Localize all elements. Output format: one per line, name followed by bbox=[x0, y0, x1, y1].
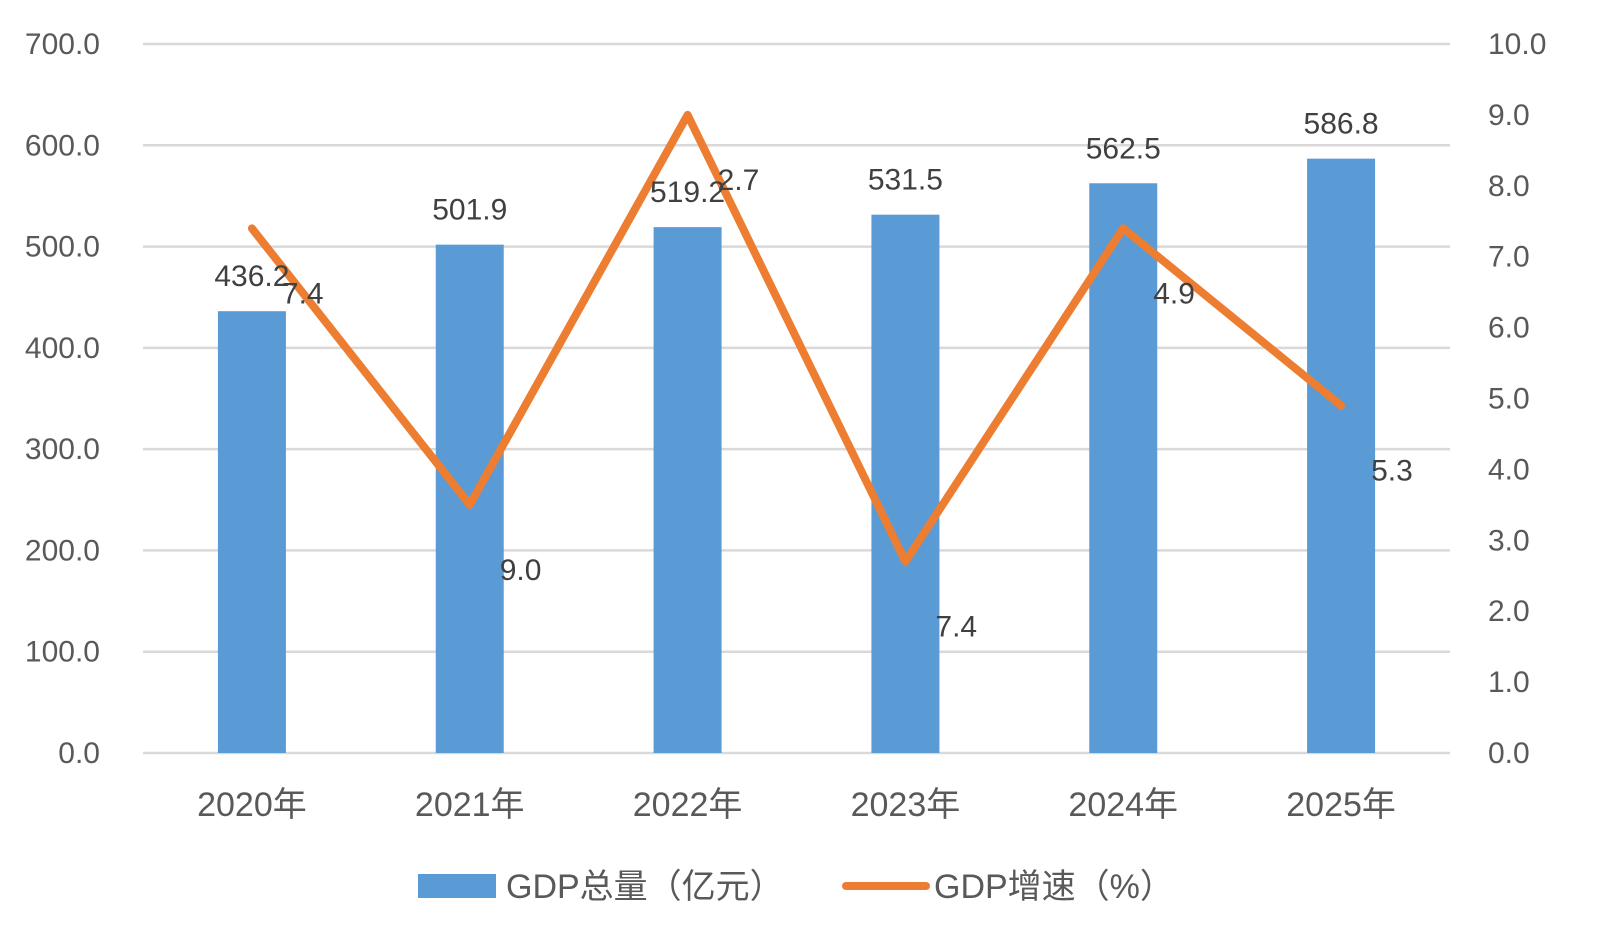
legend: GDP总量（亿元） GDP增速（%） bbox=[418, 868, 1174, 906]
x-tick-label: 2024年 bbox=[1068, 786, 1178, 824]
y-right-tick-label: 5.0 bbox=[1488, 383, 1530, 416]
data-labels: 436.2 501.9 519.2 531.5 562.5 586.8 7.4 9.0 2.7 7… bbox=[214, 108, 1412, 644]
x-tick-label: 2021年 bbox=[415, 786, 525, 824]
y-right-tick-label: 10.0 bbox=[1488, 28, 1546, 61]
bar-data-label: 586.8 bbox=[1304, 108, 1379, 141]
y-axis-left: 0.0 100.0 200.0 300.0 400.0 500.0 600.0 700.0 bbox=[25, 28, 100, 770]
line-data-label: 7.4 bbox=[282, 277, 324, 310]
y-left-tick-label: 400.0 bbox=[25, 332, 100, 365]
legend-swatch-gdp-total bbox=[418, 874, 496, 898]
line-data-label: 7.4 bbox=[935, 611, 977, 644]
legend-label-gdp-growth: GDP增速（%） bbox=[934, 868, 1174, 906]
y-right-tick-label: 1.0 bbox=[1488, 666, 1530, 699]
line-data-label: 9.0 bbox=[500, 554, 542, 587]
y-right-tick-label: 3.0 bbox=[1488, 524, 1530, 557]
x-tick-label: 2023年 bbox=[851, 786, 961, 824]
bar-data-label: 501.9 bbox=[432, 194, 507, 227]
legend-label-gdp-total: GDP总量（亿元） bbox=[506, 868, 784, 906]
gridlines bbox=[143, 42, 1450, 755]
y-left-tick-label: 300.0 bbox=[25, 433, 100, 466]
line-data-label: 4.9 bbox=[1153, 277, 1195, 310]
y-left-tick-label: 100.0 bbox=[25, 636, 100, 669]
bar-data-label: 531.5 bbox=[868, 164, 943, 197]
y-right-tick-label: 7.0 bbox=[1488, 241, 1530, 274]
y-right-tick-label: 9.0 bbox=[1488, 99, 1530, 132]
bar bbox=[871, 214, 940, 753]
line-data-label: 5.3 bbox=[1371, 455, 1413, 488]
bar-data-label: 562.5 bbox=[1086, 132, 1161, 165]
y-right-tick-label: 4.0 bbox=[1488, 453, 1530, 486]
y-axis-right: 0.0 1.0 2.0 3.0 4.0 5.0 6.0 7.0 8.0 9.0 10.0 bbox=[1488, 28, 1546, 770]
line-series-gdp-growth bbox=[247, 110, 1346, 566]
y-left-tick-label: 700.0 bbox=[25, 28, 100, 61]
y-left-tick-label: 200.0 bbox=[25, 534, 100, 567]
bar-data-label: 519.2 bbox=[650, 176, 725, 209]
bar-data-label: 436.2 bbox=[214, 260, 289, 293]
x-tick-label: 2020年 bbox=[197, 786, 307, 824]
y-right-tick-label: 0.0 bbox=[1488, 737, 1530, 770]
y-right-tick-label: 6.0 bbox=[1488, 312, 1530, 345]
x-tick-label: 2025年 bbox=[1286, 786, 1396, 824]
bar bbox=[1307, 158, 1376, 754]
x-axis: 2020年 2021年 2022年 2023年 2024年 2025年 bbox=[197, 786, 1396, 824]
y-right-tick-label: 8.0 bbox=[1488, 170, 1530, 203]
y-right-tick-label: 2.0 bbox=[1488, 595, 1530, 628]
bar bbox=[217, 311, 286, 753]
bar bbox=[1089, 183, 1158, 754]
y-left-tick-label: 600.0 bbox=[25, 129, 100, 162]
y-left-tick-label: 0.0 bbox=[58, 737, 100, 770]
line-data-label: 2.7 bbox=[718, 164, 760, 197]
y-left-tick-label: 500.0 bbox=[25, 231, 100, 264]
growth-line bbox=[247, 110, 1346, 566]
x-tick-label: 2022年 bbox=[633, 786, 743, 824]
bar bbox=[653, 227, 722, 753]
